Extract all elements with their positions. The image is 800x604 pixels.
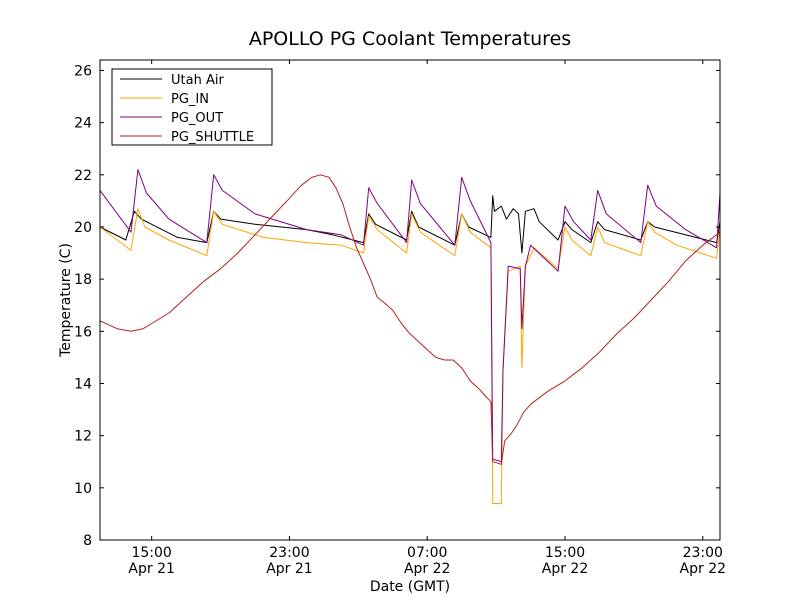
series-line-utah-air (99, 195, 721, 254)
y-tick-label: 24 (74, 116, 92, 132)
y-tick-label: 12 (74, 429, 92, 445)
y-tick-label: 20 (74, 220, 92, 236)
x-tick-label-date: Apr 21 (128, 561, 174, 577)
x-tick-label-date: Apr 22 (404, 561, 450, 577)
y-tick-label: 22 (74, 168, 92, 184)
legend-label-pg-in: PG_IN (171, 92, 209, 107)
x-tick-label-time: 23:00 (269, 545, 309, 561)
legend-label-pg-shuttle: PG_SHUTTLE (171, 130, 254, 145)
legend-label-pg-out: PG_OUT (171, 111, 223, 126)
x-tick-label-date: Apr 22 (680, 561, 726, 577)
y-tick-label: 8 (83, 533, 92, 549)
x-tick-label-time: 07:00 (407, 545, 447, 561)
legend-box (111, 68, 273, 146)
y-tick-label: 16 (74, 324, 92, 340)
legend: Utah Air PG_IN PG_OUT PG_SHUTTLE (111, 68, 273, 146)
y-tick-label: 26 (74, 63, 92, 79)
y-tick-label: 14 (74, 376, 92, 392)
y-axis-label: Temperature (C) (58, 243, 74, 358)
plot-frame (99, 59, 721, 541)
x-tick-label-date: Apr 22 (542, 561, 588, 577)
series-layer (99, 169, 721, 504)
chart-title: APOLLO PG Coolant Temperatures (249, 28, 571, 50)
x-axis-label: Date (GMT) (370, 579, 450, 595)
x-tick-label-time: 23:00 (683, 545, 723, 561)
y-tick-label: 18 (74, 272, 92, 288)
legend-label-utah-air: Utah Air (171, 73, 224, 88)
series-line-pg-shuttle (99, 174, 721, 465)
x-tick-label-time: 15:00 (131, 545, 171, 561)
x-tick-label-date: Apr 21 (266, 561, 312, 577)
series-line-pg-out (99, 169, 721, 463)
x-tick-label-time: 15:00 (545, 545, 585, 561)
y-tick-label: 10 (74, 481, 92, 497)
series-line-pg-in (99, 208, 721, 504)
